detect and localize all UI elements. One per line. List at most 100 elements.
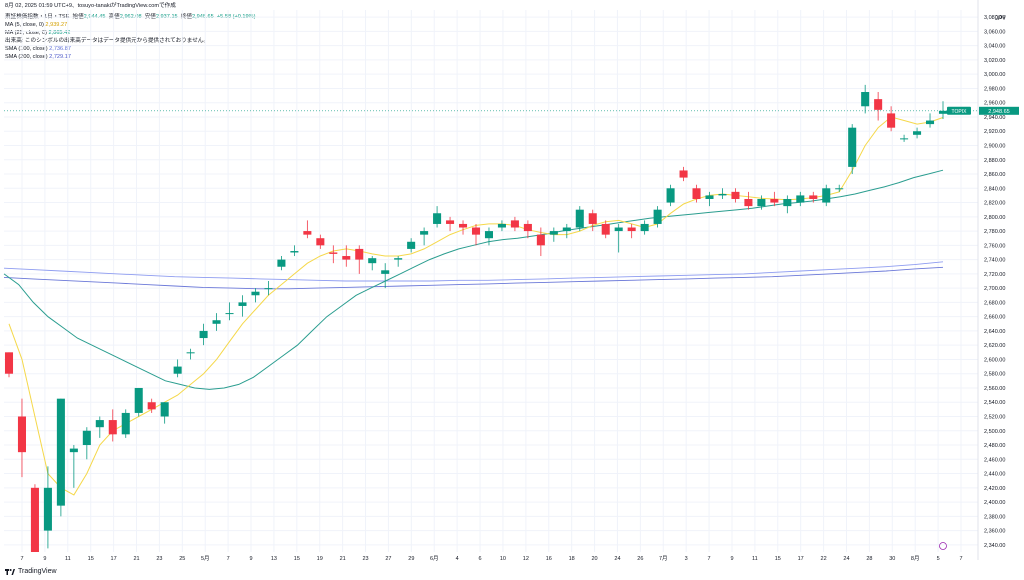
date-tick-label: 21 [340,556,346,562]
date-tick-label: 11 [65,556,71,562]
candle-body [108,420,117,435]
date-tick-label: 7 [20,556,23,562]
candle-body [238,302,247,306]
price-tick-label: 3,080.00 [984,15,1005,21]
price-tick-label: 2,500.00 [984,429,1005,435]
candle-body [95,420,104,428]
price-tick-label: 2,740.00 [984,258,1005,264]
date-tick-label: 6 [479,556,482,562]
candle-body [484,231,493,239]
date-tick-label: 23 [156,556,162,562]
price-tick-label: 2,920.00 [984,129,1005,135]
candle-body [459,223,468,228]
candle-body [121,412,130,435]
date-tick-label: 8月 [911,555,920,562]
date-tick-label: 9 [249,556,252,562]
candle-body [82,430,91,446]
candle-body [342,256,351,260]
candle-body [640,223,649,232]
symbol-tag [947,106,971,115]
chart-created-line: 8月 02, 2025 01:59 UTC+9、tosuyo-tanakiがTr… [5,3,176,9]
indicator-ma5[interactable]: MA (5, close, 0) 2,939.27 [5,22,68,28]
candle-body [471,227,481,235]
candle-body [588,213,597,224]
candle-body [147,402,156,410]
candle-body [783,198,792,207]
price-tick-label: 2,640.00 [984,329,1005,335]
indicator-sma200[interactable]: SMA (200, close) 2,729.17 [5,54,71,60]
grid-lines [4,10,978,552]
candle-body [433,213,442,224]
tradingview-logo[interactable]: TradingView [5,568,57,575]
candle-body [731,191,740,199]
candle-body [407,241,416,249]
current-price-marker: TOPIX 2,948.65 [4,106,1019,550]
date-tick-label: 16 [546,556,552,562]
price-tick-label: 2,980.00 [984,86,1005,92]
price-tick-label: 3,040.00 [984,44,1005,50]
date-tick-label: 20 [591,556,597,562]
date-tick-label: 28 [866,556,872,562]
date-tick-label: 15 [88,556,94,562]
candle-body [510,220,519,228]
price-tick-label: 2,860.00 [984,172,1005,178]
candle-body [199,330,208,339]
price-tick-label: 2,780.00 [984,229,1005,235]
price-tick-label: 3,060.00 [984,29,1005,35]
price-tick-label: 2,440.00 [984,472,1005,478]
candles [4,84,948,552]
price-axis: 3,080.00 3,060.00 3,040.00 3,020.00 3,000.00… [977,0,1005,560]
price-tick-label: 2,820.00 [984,201,1005,207]
price-tick-label: 2,340.00 [984,543,1005,549]
price-tick-label: 2,400.00 [984,500,1005,506]
date-tick-label: 15 [775,556,781,562]
date-tick-label: 18 [569,556,575,562]
candle-body [173,366,182,374]
tradingview-logo-icon [5,568,15,575]
date-tick-label: 25 [179,556,185,562]
price-tick-label: 2,840.00 [984,186,1005,192]
candle-body [705,195,714,199]
candle-body [43,487,52,531]
candle-body [575,209,584,228]
price-tick-label: 3,020.00 [984,58,1005,64]
candle-body [17,416,26,453]
price-tick-label: 2,540.00 [984,400,1005,406]
candle-body [835,188,844,190]
candle-body [900,138,909,140]
candle-body [225,313,234,315]
date-tick-label: 13 [271,556,277,562]
candle-body [381,270,390,274]
date-tick-label: 3 [685,556,688,562]
event-icon [939,542,947,550]
candle-body [134,387,143,413]
price-tick-label: 2,480.00 [984,443,1005,449]
candle-body [601,223,610,235]
candle-body [926,120,935,125]
candle-body [264,288,273,290]
candle-body [757,198,766,207]
candle-body [523,223,532,232]
price-tick-label: 2,880.00 [984,158,1005,164]
candle-body [497,223,506,228]
candle-body [277,259,286,267]
candle-body [796,195,805,203]
date-tick-label: 5月 [201,555,210,562]
candle-body [913,131,922,135]
candle-body [212,320,221,324]
candle-body [848,127,857,167]
date-tick-label: 7月 [659,555,668,562]
date-tick-label: 27 [385,556,391,562]
indicator-sma100[interactable]: SMA (100, close) 2,736.87 [5,46,71,52]
price-tick-label: 2,660.00 [984,315,1005,321]
candle-body [30,487,39,552]
candle-body [861,92,870,107]
indicator-volume-note[interactable]: 出来高: このシンボルの出来高データはデータ提供元から提供されておりません。 [5,38,209,44]
candle-body [251,291,260,296]
candle-body [744,198,753,207]
candle-body [420,231,429,235]
candle-body [56,398,65,506]
date-tick-label: 17 [111,556,117,562]
